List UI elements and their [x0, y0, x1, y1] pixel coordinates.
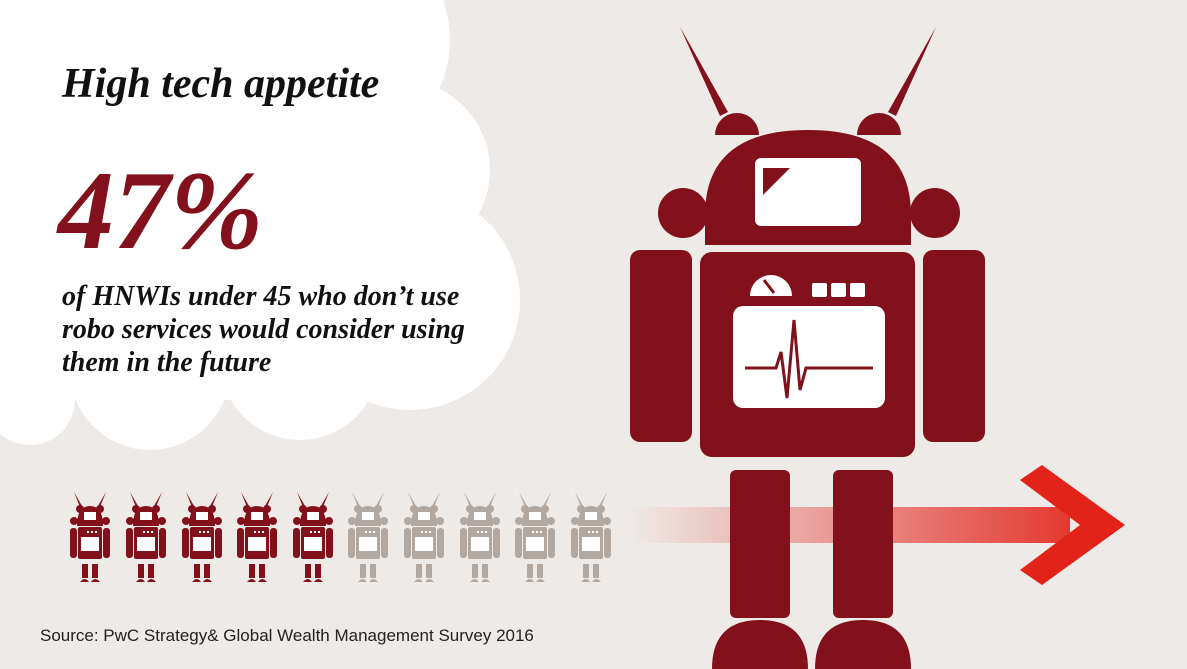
robot-details — [733, 158, 885, 408]
title: High tech appetite — [61, 61, 379, 107]
stat-description: them in the future — [62, 347, 271, 378]
stat-value: 47% — [56, 149, 263, 273]
stat-description: robo services would consider using — [62, 314, 465, 345]
stat-description: of HNWIs under 45 who don’t use — [62, 281, 459, 312]
cloud — [0, 0, 520, 450]
source: Source: PwC Strategy& Global Wealth Mana… — [40, 626, 534, 645]
